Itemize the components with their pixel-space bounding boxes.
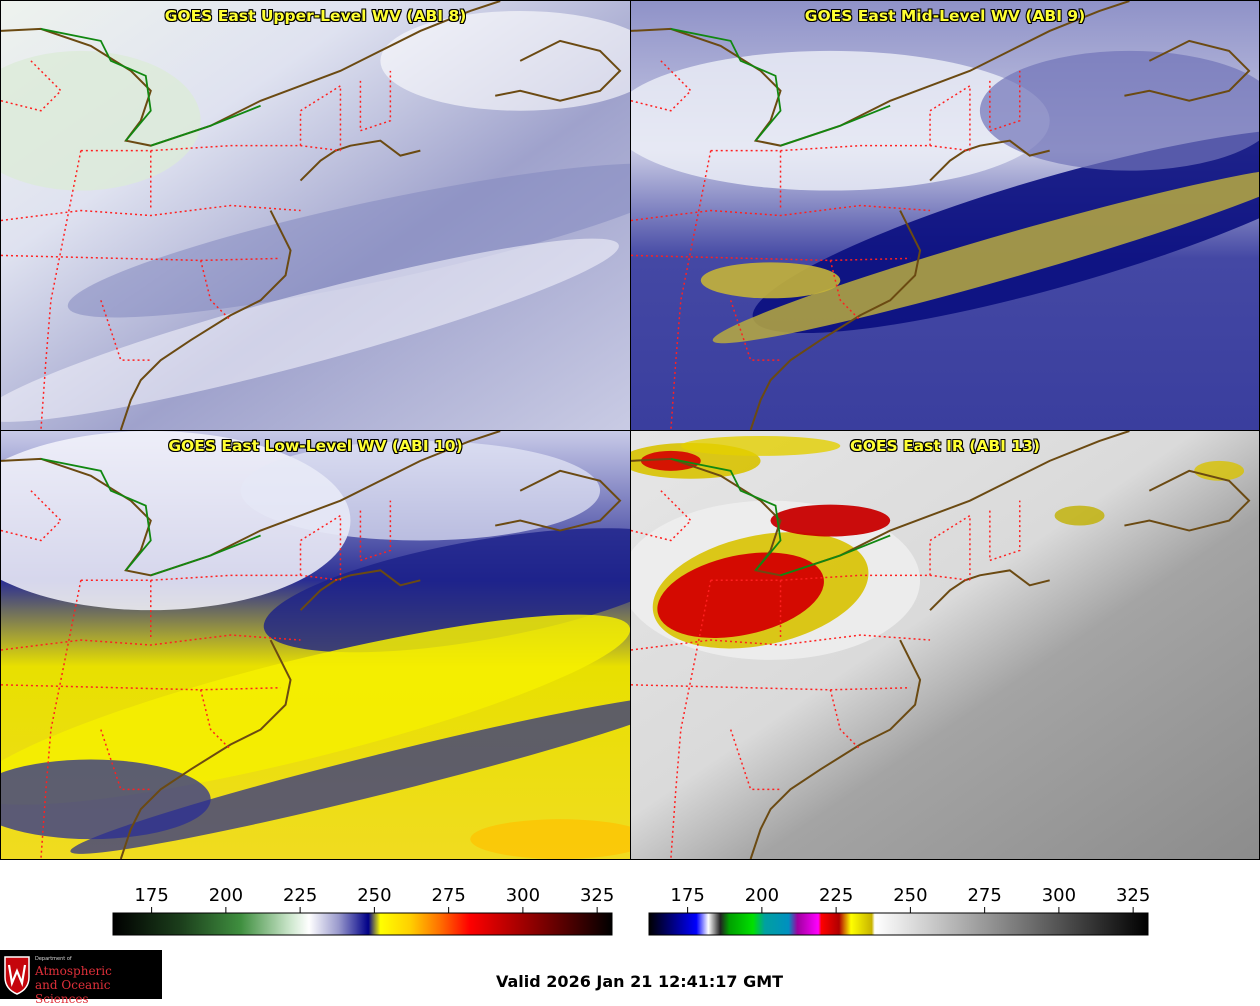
panel-low-level-wv: GOES East Low-Level WV (ABI 10) — [0, 430, 631, 860]
logo-line1: Atmospheric — [35, 964, 112, 978]
mid-level-wv-image — [631, 1, 1259, 430]
panel-ir: GOES East IR (ABI 13) — [630, 430, 1260, 860]
ir-colorbar-tick-label: 250 — [893, 885, 927, 906]
wv-colorbar-tick-label: 175 — [134, 885, 168, 906]
ir-colorbar-gradient — [648, 912, 1149, 936]
logo-dept-text: Department of — [35, 956, 72, 962]
low-level-wv-image — [1, 431, 630, 859]
wv-colorbar-svg: 175 200 225 250 275 300 325 — [112, 885, 614, 936]
wv-colorbar-tick-label: 250 — [357, 885, 391, 906]
wv-colorbar-tick-label: 200 — [209, 885, 243, 906]
wv-colorbar: 175 200 225 250 275 300 325 — [112, 880, 614, 940]
panel-mid-level-wv: GOES East Mid-Level WV (ABI 9) — [630, 0, 1260, 431]
ir-colorbar-svg: 175 200 225 250 275 300 325 — [648, 885, 1150, 936]
valid-time: Valid 2026 Jan 21 12:41:17 GMT — [496, 972, 784, 991]
aos-logo: Department of Atmospheric and Oceanic Sc… — [0, 950, 162, 1006]
panel-upper-level-wv: GOES East Upper-Level WV (ABI 8) — [0, 0, 631, 431]
uw-crest-icon — [4, 956, 30, 995]
ir-colorbar-tick-label: 225 — [819, 885, 853, 906]
wv-colorbar-gradient — [112, 912, 613, 936]
ir-image — [631, 431, 1259, 859]
wv-colorbar-tick-label: 275 — [431, 885, 465, 906]
wv-colorbar-tick-label: 225 — [283, 885, 317, 906]
ir-colorbar-tick-label: 325 — [1116, 885, 1150, 906]
logo-line2: and Oceanic Sciences — [35, 978, 111, 1006]
ir-colorbar-tick-label: 200 — [745, 885, 779, 906]
ir-colorbar: 175 200 225 250 275 300 325 — [648, 880, 1150, 940]
ir-colorbar-tick-label: 300 — [1042, 885, 1076, 906]
upper-level-wv-image — [1, 1, 630, 430]
ir-colorbar-tick-label: 175 — [670, 885, 704, 906]
wv-colorbar-tick-label: 300 — [506, 885, 540, 906]
ir-colorbar-tick-label: 275 — [967, 885, 1001, 906]
wv-colorbar-tick-label: 325 — [580, 885, 614, 906]
